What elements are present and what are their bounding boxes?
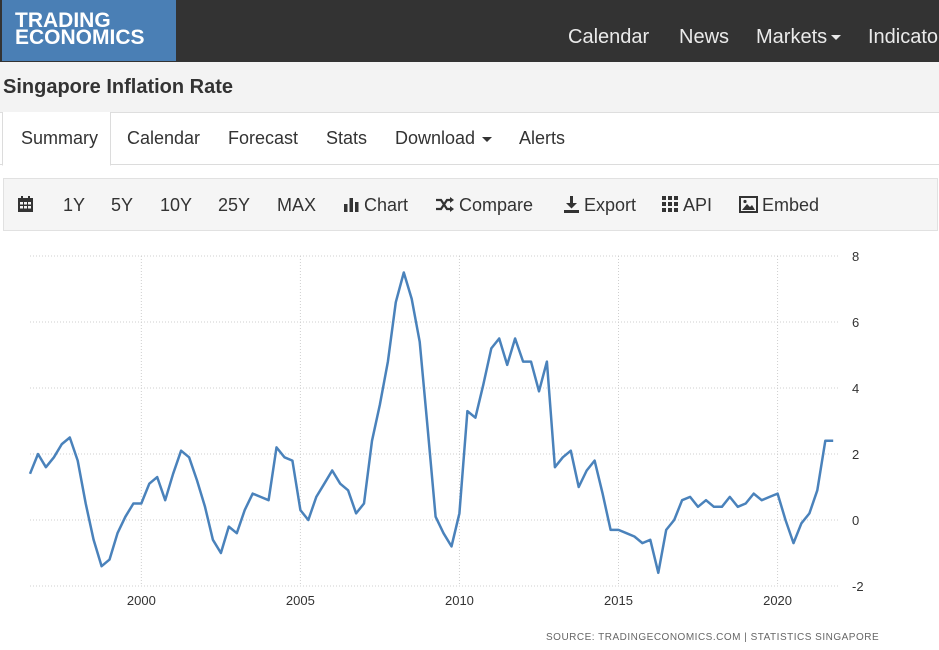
embed-button[interactable]: Embed xyxy=(739,195,819,216)
y-tick-label: 0 xyxy=(852,513,859,528)
x-tick-label: 2000 xyxy=(127,593,156,608)
nav-news-link[interactable]: News xyxy=(679,26,730,48)
x-tick-label: 2005 xyxy=(286,593,315,608)
tab-alerts[interactable]: Alerts xyxy=(519,128,566,148)
tab-summary[interactable]: Summary xyxy=(21,128,99,148)
compare-button[interactable]: Compare xyxy=(435,195,533,216)
range-5y-button[interactable]: 5Y xyxy=(111,195,134,215)
nav-indicators-link[interactable]: Indicato xyxy=(868,26,939,48)
logo-line2: ECONOMICS xyxy=(15,26,145,49)
x-tick-label: 2015 xyxy=(604,593,633,608)
range-25y-button[interactable]: 25Y xyxy=(218,195,251,215)
range-1y-button[interactable]: 1Y xyxy=(63,195,86,215)
x-tick-label: 2020 xyxy=(763,593,792,608)
nav-calendar-link[interactable]: Calendar xyxy=(568,26,650,48)
embed-button-label: Embed xyxy=(762,195,820,215)
image-icon xyxy=(739,196,758,213)
series-line-inflation-rate xyxy=(28,271,834,575)
grid-icon xyxy=(662,196,678,212)
chart-button[interactable]: Chart xyxy=(343,195,408,216)
chart-toolbar xyxy=(3,178,938,231)
tab-forecast[interactable]: Forecast xyxy=(228,128,299,148)
compare-button-label: Compare xyxy=(459,195,534,215)
export-button[interactable]: Export xyxy=(563,195,636,216)
title-bar xyxy=(0,62,939,113)
x-tick-label: 2010 xyxy=(445,593,474,608)
range-max-button[interactable]: MAX xyxy=(277,195,317,215)
logo-line1: TRADING xyxy=(15,9,111,32)
tab-download[interactable]: Download xyxy=(395,128,493,149)
tab-download-label: Download xyxy=(395,128,476,148)
bar-chart-icon xyxy=(344,198,359,212)
tab-calendar[interactable]: Calendar xyxy=(127,128,201,148)
calendar-icon[interactable] xyxy=(17,195,38,216)
trading-economics-logo[interactable]: TRADING ECONOMICS xyxy=(2,0,176,61)
nav-markets-dropdown[interactable]: Markets xyxy=(756,26,842,49)
range-10y-button[interactable]: 10Y xyxy=(160,195,193,215)
tab-bar xyxy=(0,112,939,165)
source-attribution: SOURCE: TRADINGECONOMICS.COM | STATISTIC… xyxy=(546,632,880,643)
nav-markets-label: Markets xyxy=(756,26,828,48)
chevron-down-icon xyxy=(482,136,493,142)
api-button-label: API xyxy=(683,195,713,215)
chart-button-label: Chart xyxy=(364,195,409,215)
y-tick-label: 8 xyxy=(852,249,859,264)
y-tick-label: 4 xyxy=(852,381,859,396)
chevron-down-icon xyxy=(831,35,842,41)
y-tick-label: 2 xyxy=(852,447,859,462)
tab-active-indicator xyxy=(2,112,111,166)
tab-stats[interactable]: Stats xyxy=(326,128,368,148)
y-tick-label: -2 xyxy=(852,579,864,594)
export-button-label: Export xyxy=(584,195,637,215)
y-tick-label: 6 xyxy=(852,315,859,330)
shuffle-icon xyxy=(436,197,454,212)
inflation-line-chart: -2 0 2 4 6 8 2000 2005 2010 2015 2020 xyxy=(28,249,864,608)
download-icon xyxy=(564,196,579,213)
top-navbar: TRADING ECONOMICS Calendar News Markets … xyxy=(0,0,939,62)
page-title: Singapore Inflation Rate xyxy=(3,76,234,98)
api-button[interactable]: API xyxy=(662,195,712,216)
